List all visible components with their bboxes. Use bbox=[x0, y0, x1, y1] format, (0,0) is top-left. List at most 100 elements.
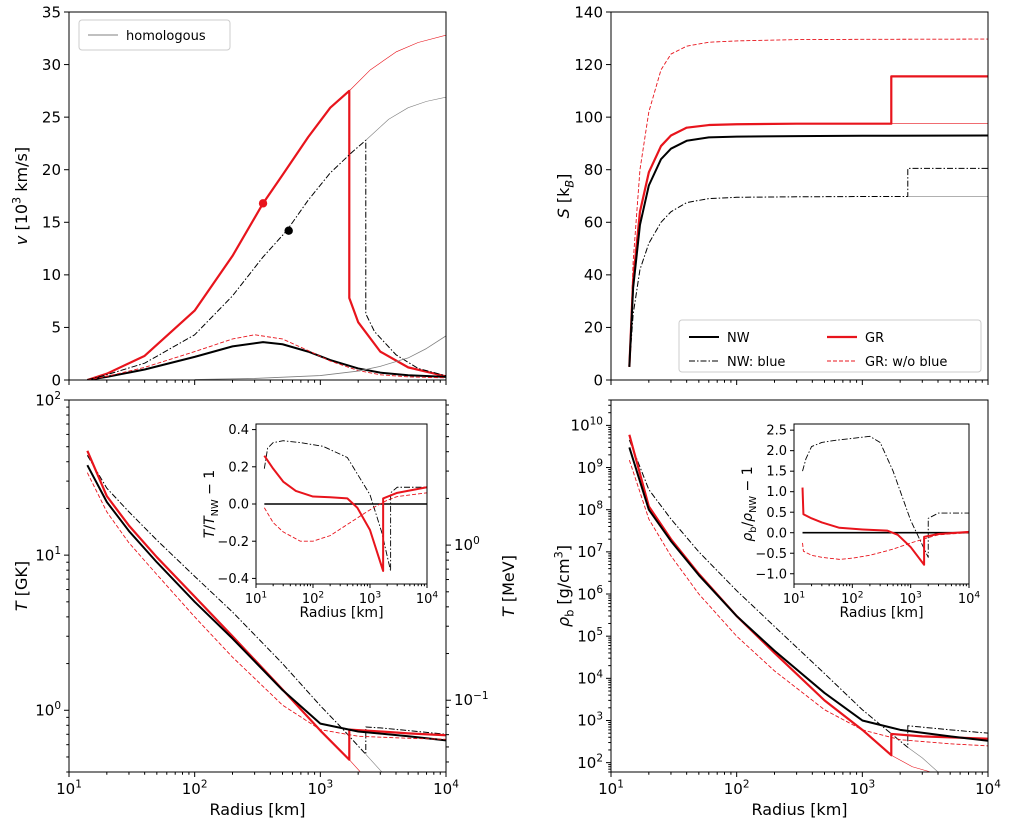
density-inset-xtick-label: 101 bbox=[783, 591, 805, 607]
entropy-y-axis-label: S [kB] bbox=[554, 174, 576, 219]
density-ytick-label: 102 bbox=[577, 753, 603, 772]
velocity-axes-frame bbox=[68, 11, 447, 381]
temperature-inset-gr-w-o-blue-ratio-line bbox=[263, 492, 427, 542]
entropy-legend: NW GR NW: blue GR: w/o blue bbox=[678, 319, 982, 373]
temperature-inset-ytick-label: −0.4 bbox=[217, 572, 249, 587]
density-nw-blue-continuation-line bbox=[907, 747, 939, 772]
velocity-legend-box bbox=[78, 19, 231, 51]
entropy-ytick-label: 140 bbox=[574, 3, 603, 21]
temperature-y-axis-label: T [GK] bbox=[12, 561, 31, 611]
density-ytick-label: 103 bbox=[577, 710, 603, 729]
velocity-nw-blue-velocity-line bbox=[87, 139, 446, 380]
temperature-inset-y-axis-label: T/TNW − 1 bbox=[202, 470, 221, 538]
legend-label-gr-w-o-blue: GR: w/o blue bbox=[865, 355, 947, 370]
density-y-axis-label: ρb [g/cm3] bbox=[552, 545, 576, 627]
entropy-nw-entropy-line bbox=[628, 134, 988, 367]
velocity-homologous-line bbox=[194, 335, 446, 380]
density-axes-frame bbox=[610, 399, 989, 773]
entropy-ytick-label: 20 bbox=[584, 319, 603, 337]
temperature-ytick-label: 101 bbox=[35, 545, 61, 564]
temperature-inset-ytick-label: −0.2 bbox=[217, 535, 249, 550]
temperature-x-axis-label: Radius [km] bbox=[209, 800, 305, 819]
temperature-gr-continuation-line bbox=[349, 759, 361, 772]
velocity-gr-homologous-continuation-line bbox=[349, 34, 446, 92]
temperature-inset-ytick-label: 0.2 bbox=[228, 460, 249, 475]
density-inset-nw-blue-ratio-line bbox=[802, 435, 969, 558]
entropy-axes-frame bbox=[610, 11, 989, 381]
temperature-right-axis-label: T [MeV] bbox=[499, 555, 518, 617]
velocity-ytick-label: 35 bbox=[42, 3, 61, 21]
velocity-ytick-label: 0 bbox=[51, 371, 61, 389]
density-inset-ytick-label: 2.5 bbox=[766, 424, 787, 439]
entropy-legend-box bbox=[678, 319, 982, 373]
density-xtick-label: 104 bbox=[975, 779, 1001, 798]
density-ytick-label: 104 bbox=[577, 668, 603, 687]
temperature-ytick-label: 100 bbox=[35, 700, 61, 719]
temperature-inset-gr-ratio-line bbox=[263, 455, 427, 572]
density-nw-density-line bbox=[628, 447, 988, 742]
temperature-xtick-label: 101 bbox=[56, 779, 82, 798]
velocity-nw-velocity-line bbox=[87, 341, 446, 380]
velocity-ytick-label: 15 bbox=[42, 214, 61, 232]
velocity-gr-sonic-point-marker bbox=[258, 199, 268, 208]
velocity-nw-blue-homologous-continuation-line bbox=[365, 96, 446, 141]
temperature-axes-frame bbox=[68, 399, 447, 773]
temperature-inset-frame bbox=[255, 423, 428, 585]
density-gr-density-line bbox=[628, 434, 988, 757]
velocity-gr-velocity-line bbox=[87, 89, 446, 380]
temperature-right-tick-label: 100 bbox=[454, 535, 480, 554]
density-ytick-label: 109 bbox=[577, 457, 603, 476]
entropy-ytick-label: 80 bbox=[584, 161, 603, 179]
density-inset-ytick-label: 1.5 bbox=[766, 465, 787, 480]
density-ytick-label: 108 bbox=[577, 500, 603, 519]
density-xtick-label: 102 bbox=[724, 779, 750, 798]
density-ytick-label: 107 bbox=[577, 542, 603, 561]
legend-label-nw-blue: NW: blue bbox=[727, 355, 785, 370]
velocity-nw-blue-sonic-point-marker bbox=[284, 226, 293, 235]
legend-label-homologous: homologous bbox=[126, 29, 206, 44]
entropy-ytick-label: 40 bbox=[584, 266, 603, 284]
density-inset-xtick-label: 104 bbox=[958, 591, 981, 607]
density-inset-gr-w-o-blue-ratio-line bbox=[802, 532, 969, 560]
density-nw-blue-density-line bbox=[628, 439, 988, 748]
temperature-inset: −0.4 −0.2 0.0 0.2 0.4 101 102 103 104 Radius [km]… bbox=[202, 423, 438, 621]
temperature-nw-temperature-line bbox=[86, 464, 446, 742]
density-inset-ytick-label: 0.0 bbox=[766, 526, 787, 541]
density-ytick-label: 105 bbox=[577, 626, 603, 645]
density-inset-ytick-label: 1.0 bbox=[766, 485, 787, 500]
temperature-inset-xtick-label: 102 bbox=[302, 591, 324, 607]
entropy-panel: 0 20 40 60 80 100 120 140 S [kB] NW GR NW: blue GR: … bbox=[554, 3, 989, 389]
entropy-ytick-label: 60 bbox=[584, 214, 603, 232]
temperature-gr-w-o-blue-temperature-line bbox=[86, 472, 446, 740]
temperature-inset-x-axis-label: Radius [km] bbox=[299, 605, 383, 621]
density-inset-ytick-label: −1.0 bbox=[755, 567, 787, 582]
entropy-ytick-label: 120 bbox=[574, 56, 603, 74]
density-inset-y-axis-label: ρb/ρNW − 1 bbox=[740, 466, 759, 541]
velocity-ytick-label: 5 bbox=[51, 319, 61, 337]
velocity-panel: 0 5 10 15 20 25 30 35 v [103 km/s] homologous bbox=[10, 3, 447, 389]
density-xtick-label: 101 bbox=[598, 779, 624, 798]
density-x-axis-label: Radius [km] bbox=[751, 800, 847, 819]
temperature-xtick-label: 102 bbox=[182, 779, 208, 798]
density-ytick-label: 106 bbox=[577, 584, 603, 603]
temperature-inset-ytick-label: 0.0 bbox=[228, 498, 249, 513]
temperature-inset-ytick-label: 0.4 bbox=[228, 423, 249, 438]
temperature-inset-nw-blue-ratio-line bbox=[263, 440, 427, 572]
temperature-inset-xtick-label: 101 bbox=[245, 591, 267, 607]
legend-label-gr: GR bbox=[865, 331, 884, 346]
density-inset-x-axis-label: Radius [km] bbox=[839, 605, 923, 621]
velocity-ytick-label: 30 bbox=[42, 56, 61, 74]
velocity-ytick-label: 25 bbox=[42, 108, 61, 126]
entropy-ytick-label: 0 bbox=[593, 371, 603, 389]
temperature-inset-xtick-label: 103 bbox=[359, 591, 382, 607]
density-inset-ytick-label: 2.0 bbox=[766, 444, 787, 459]
temperature-right-tick-label: 10−1 bbox=[454, 690, 489, 709]
velocity-gr-w-o-blue-velocity-line bbox=[87, 334, 446, 380]
velocity-ytick-label: 10 bbox=[42, 266, 61, 284]
velocity-y-axis-label: v [103 km/s] bbox=[10, 147, 31, 245]
entropy-ytick-label: 100 bbox=[574, 108, 603, 126]
density-inset-background bbox=[794, 424, 969, 584]
entropy-gr-w-o-blue-entropy-line bbox=[628, 38, 988, 367]
density-gr-w-o-blue-density-line bbox=[628, 459, 988, 747]
